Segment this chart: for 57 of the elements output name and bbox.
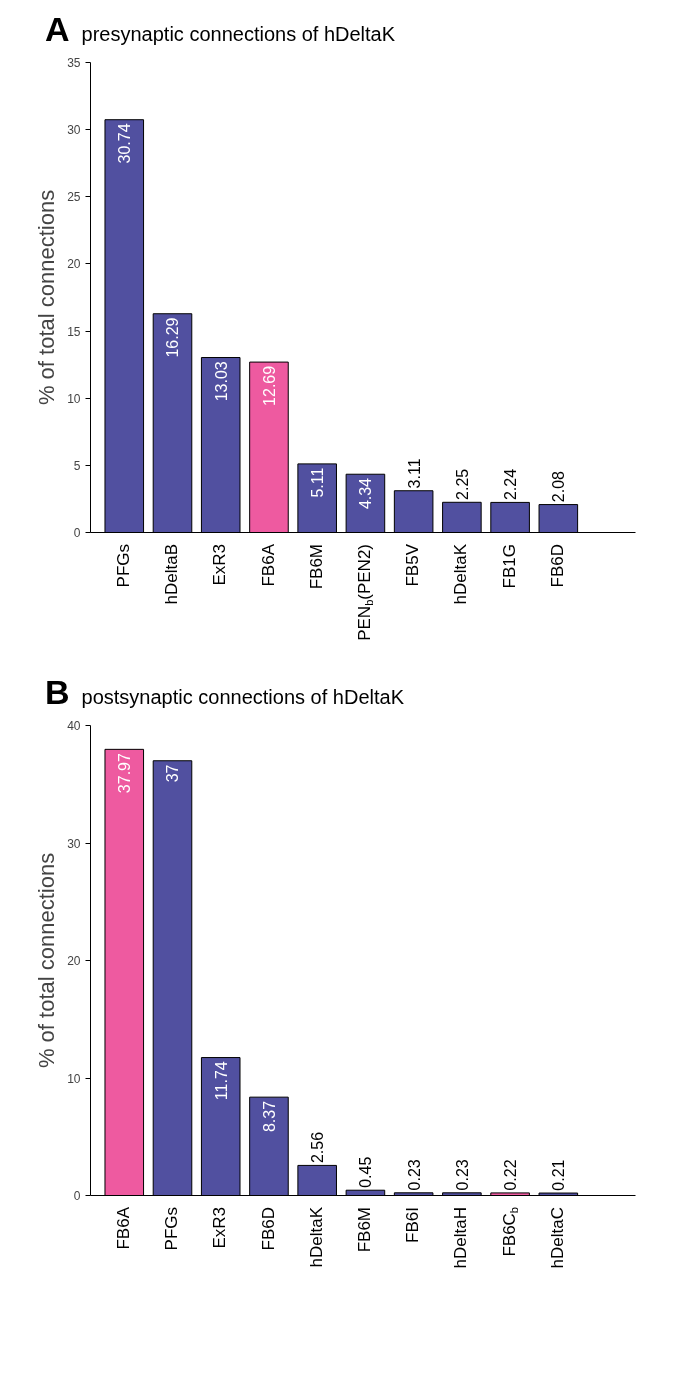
y-tick-label: 0	[73, 1189, 81, 1203]
y-tick-label: 35	[67, 56, 81, 70]
data-label: 0.21	[550, 1159, 568, 1191]
x-tick-label: FB6M	[305, 544, 327, 590]
x-tick-label: FB6M	[353, 1207, 375, 1253]
x-tick-label: FB1G	[498, 544, 520, 589]
data-label: 3.11	[405, 458, 423, 489]
text: B	[45, 672, 70, 713]
x-tick-label: PFGs	[112, 544, 134, 588]
y-tick-label: 20	[67, 954, 81, 968]
data-label: 2.56	[309, 1131, 327, 1164]
y-tick-label: 25	[67, 190, 81, 205]
y-tick-label: 15	[67, 324, 81, 339]
y-tick-label: 5	[73, 458, 81, 473]
data-label: 30.74	[116, 123, 134, 164]
data-label: 5.11	[309, 467, 327, 498]
data-label: 13.03	[212, 361, 230, 402]
x-tick-label: hDeltaH	[450, 1207, 472, 1269]
data-label: 8.37	[260, 1100, 278, 1133]
data-label: 0.22	[502, 1159, 520, 1191]
y-tick-label: 30	[67, 123, 81, 138]
x-tick-label: hDeltaC	[546, 1207, 568, 1269]
y-tick-label: 20	[67, 257, 81, 272]
data-label: 0.23	[405, 1159, 423, 1191]
x-tick-label: FB6D	[257, 1207, 279, 1251]
y-axis-title: % of total connections	[34, 852, 60, 1069]
y-tick-label: 30	[67, 836, 81, 851]
data-label: 4.34	[357, 477, 375, 510]
data-label: 2.24	[502, 468, 520, 501]
x-tick-label: ExR3	[209, 1207, 231, 1249]
chart-title: presynaptic connections of hDeltaK	[81, 22, 396, 47]
data-label: 0.45	[357, 1156, 375, 1188]
data-label: 2.08	[550, 470, 568, 503]
x-tick-label: hDeltaK	[450, 544, 472, 605]
x-tick-label: PFGs	[161, 1207, 182, 1251]
x-tick-label: hDeltaK	[305, 1207, 327, 1268]
x-tick-label: FB6I	[402, 1207, 424, 1243]
x-tick-label: FB6A	[112, 1207, 134, 1250]
data-label: 37.97	[116, 753, 134, 794]
data-label: 37	[164, 764, 182, 783]
text: A	[45, 9, 70, 50]
y-tick-label: 0	[73, 526, 81, 540]
x-tick-label: FB5V	[402, 544, 424, 587]
y-tick-label: 10	[67, 1071, 81, 1086]
y-axis-title: % of total connections	[34, 189, 60, 406]
data-label: 0.23	[453, 1159, 471, 1191]
chart-title: postsynaptic connections of hDeltaK	[81, 685, 404, 710]
data-label: 11.74	[212, 1061, 230, 1101]
x-tick-label: FB6D	[546, 544, 568, 588]
data-label: 16.29	[164, 317, 182, 358]
x-tick-label: hDeltaB	[161, 544, 182, 605]
data-label: 12.69	[260, 365, 278, 406]
data-label: 2.25	[453, 468, 471, 500]
x-tick-label: FB6A	[257, 544, 279, 587]
y-tick-label: 40	[67, 719, 81, 733]
y-tick-label: 10	[67, 391, 81, 406]
x-tick-label: ExR3	[209, 544, 231, 586]
